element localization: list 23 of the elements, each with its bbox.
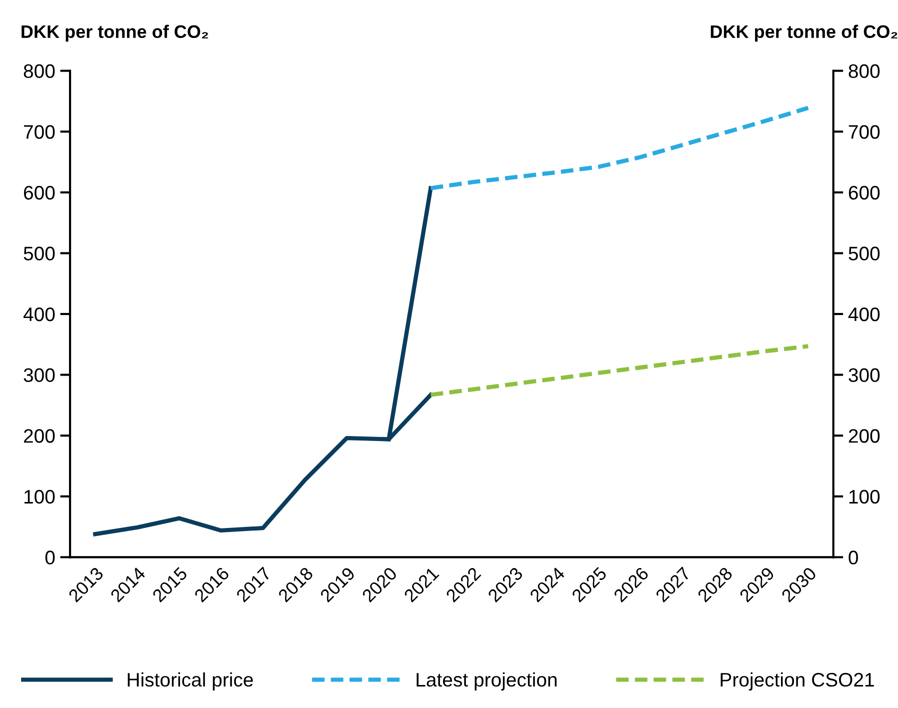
legend-label: Projection CSO21 (720, 672, 874, 690)
y2-tick-label: 100 (849, 490, 880, 504)
y-tick-label: 700 (24, 125, 55, 139)
y-tick-label: 200 (24, 429, 55, 443)
y2-tick-label: 200 (848, 429, 880, 443)
y-tick-label: 300 (24, 368, 55, 382)
y-tick-label: 500 (24, 246, 55, 260)
legend-label: Latest projection (416, 672, 557, 690)
y-tick-label: 800 (24, 64, 55, 78)
y-axis-title: DKK per tonne of CO₂ (22, 24, 208, 42)
y2-tick-label: 400 (848, 307, 880, 322)
y2-tick-label: 600 (848, 186, 880, 200)
legend-label: Historical price (128, 672, 253, 690)
y2-tick-label: 300 (848, 368, 880, 382)
y2-axis-title: DKK per tonne of CO₂ (710, 24, 898, 42)
y-tick-label: 0 (45, 550, 55, 564)
y2-tick-label: 700 (848, 125, 880, 139)
y-tick-label: 100 (24, 490, 55, 504)
y2-tick-label: 500 (848, 246, 880, 260)
y2-tick-label: 800 (848, 64, 880, 78)
y-tick-label: 400 (23, 307, 55, 322)
y-tick-label: 600 (24, 186, 55, 200)
y2-tick-label: 0 (848, 550, 858, 564)
